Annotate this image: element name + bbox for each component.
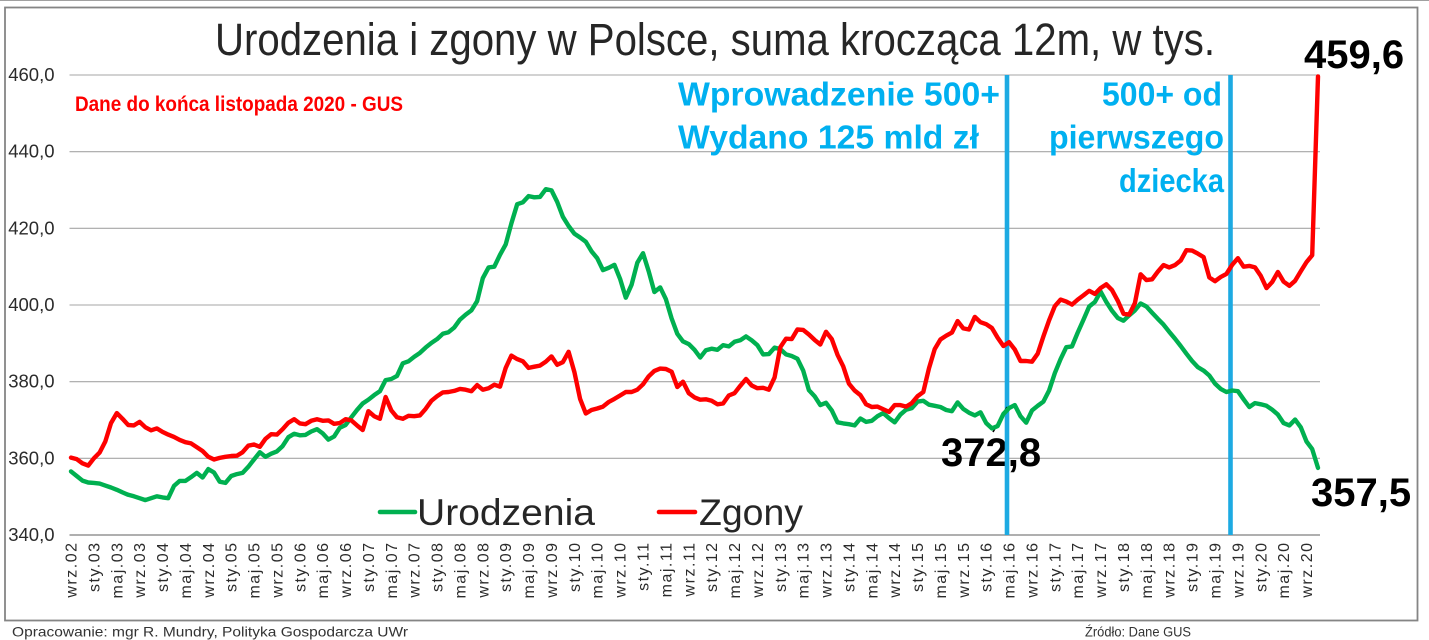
svg-text:maj.14: maj.14 (864, 542, 881, 599)
svg-text:wrz.02: wrz.02 (64, 542, 81, 599)
svg-text:dziecka: dziecka (1119, 162, 1225, 199)
svg-text:sty.07: sty.07 (361, 542, 378, 593)
svg-text:360,0: 360,0 (8, 447, 54, 468)
svg-text:400,0: 400,0 (8, 294, 54, 315)
svg-text:sty.08: sty.08 (430, 542, 447, 593)
svg-text:maj.17: maj.17 (1070, 542, 1087, 599)
svg-text:wrz.11: wrz.11 (681, 542, 698, 598)
svg-text:sty.05: sty.05 (224, 542, 241, 593)
svg-text:sty.04: sty.04 (155, 542, 172, 593)
svg-text:wrz.17: wrz.17 (1093, 542, 1110, 599)
svg-text:wrz.08: wrz.08 (475, 542, 492, 599)
svg-text:maj.04: maj.04 (178, 542, 195, 599)
svg-text:maj.12: maj.12 (727, 542, 744, 599)
svg-text:Źródło: Dane GUS: Źródło: Dane GUS (1085, 624, 1191, 640)
svg-text:wrz.04: wrz.04 (201, 542, 218, 599)
svg-text:380,0: 380,0 (8, 371, 54, 392)
svg-text:sty.12: sty.12 (704, 542, 721, 593)
svg-text:sty.18: sty.18 (1116, 542, 1133, 593)
svg-text:Wprowadzenie 500+: Wprowadzenie 500+ (678, 76, 1000, 113)
svg-text:maj.03: maj.03 (109, 542, 126, 599)
svg-text:maj.13: maj.13 (796, 542, 813, 599)
svg-text:wrz.10: wrz.10 (613, 542, 630, 599)
svg-text:maj.16: maj.16 (1002, 542, 1019, 599)
svg-text:maj.20: maj.20 (1276, 542, 1293, 599)
svg-text:maj.09: maj.09 (521, 542, 538, 599)
svg-text:wrz.05: wrz.05 (269, 542, 286, 599)
svg-text:Dane do końca listopada 2020 -: Dane do końca listopada 2020 - GUS (75, 92, 403, 116)
svg-text:sty.20: sty.20 (1253, 542, 1270, 593)
svg-text:Opracowanie: mgr R. Mundry, Po: Opracowanie: mgr R. Mundry, Polityka Gos… (12, 624, 408, 640)
svg-text:wrz.14: wrz.14 (887, 542, 904, 599)
svg-text:wrz.18: wrz.18 (1162, 542, 1179, 599)
svg-text:maj.11: maj.11 (658, 542, 675, 598)
svg-text:maj.18: maj.18 (1139, 542, 1156, 599)
svg-text:Urodzenia i zgony w Polsce, su: Urodzenia i zgony w Polsce, suma krocząc… (215, 14, 1215, 65)
svg-text:sty.11: sty.11 (636, 542, 653, 591)
svg-text:maj.19: maj.19 (1208, 542, 1225, 599)
svg-text:wrz.06: wrz.06 (338, 542, 355, 599)
svg-text:maj.06: maj.06 (315, 542, 332, 599)
svg-text:wrz.07: wrz.07 (407, 542, 424, 599)
svg-text:wrz.20: wrz.20 (1299, 542, 1316, 599)
svg-text:340,0: 340,0 (8, 524, 54, 545)
svg-text:maj.07: maj.07 (384, 542, 401, 599)
svg-text:sty.10: sty.10 (567, 542, 584, 593)
svg-text:460,0: 460,0 (8, 64, 54, 85)
svg-text:500+ od: 500+ od (1102, 76, 1222, 113)
svg-text:maj.08: maj.08 (453, 542, 470, 599)
svg-text:sty.13: sty.13 (773, 542, 790, 593)
svg-text:wrz.16: wrz.16 (1025, 542, 1042, 599)
svg-text:sty.03: sty.03 (86, 542, 103, 593)
svg-text:wrz.13: wrz.13 (819, 542, 836, 599)
svg-text:wrz.12: wrz.12 (750, 542, 767, 599)
svg-text:pierwszego: pierwszego (1049, 119, 1224, 156)
svg-text:wrz.19: wrz.19 (1230, 542, 1247, 599)
svg-text:357,5: 357,5 (1311, 471, 1411, 515)
svg-text:maj.15: maj.15 (933, 542, 950, 599)
svg-text:sty.16: sty.16 (979, 542, 996, 593)
svg-text:Urodzenia: Urodzenia (417, 492, 595, 533)
svg-text:Zgony: Zgony (699, 492, 803, 533)
svg-text:sty.19: sty.19 (1185, 542, 1202, 593)
svg-text:sty.09: sty.09 (498, 542, 515, 593)
svg-text:wrz.03: wrz.03 (132, 542, 149, 599)
svg-text:sty.14: sty.14 (841, 542, 858, 593)
svg-text:372,8: 372,8 (941, 431, 1041, 475)
svg-text:maj.05: maj.05 (247, 542, 264, 599)
svg-text:440,0: 440,0 (8, 141, 54, 162)
svg-text:sty.15: sty.15 (910, 542, 927, 593)
svg-text:sty.06: sty.06 (292, 542, 309, 593)
svg-text:459,6: 459,6 (1304, 33, 1404, 77)
svg-text:sty.17: sty.17 (1047, 542, 1064, 593)
svg-text:maj.10: maj.10 (590, 542, 607, 599)
svg-text:420,0: 420,0 (8, 217, 54, 238)
svg-text:wrz.15: wrz.15 (956, 542, 973, 599)
svg-text:wrz.09: wrz.09 (544, 542, 561, 599)
svg-text:Wydano 125 mld zł: Wydano 125 mld zł (678, 119, 979, 156)
